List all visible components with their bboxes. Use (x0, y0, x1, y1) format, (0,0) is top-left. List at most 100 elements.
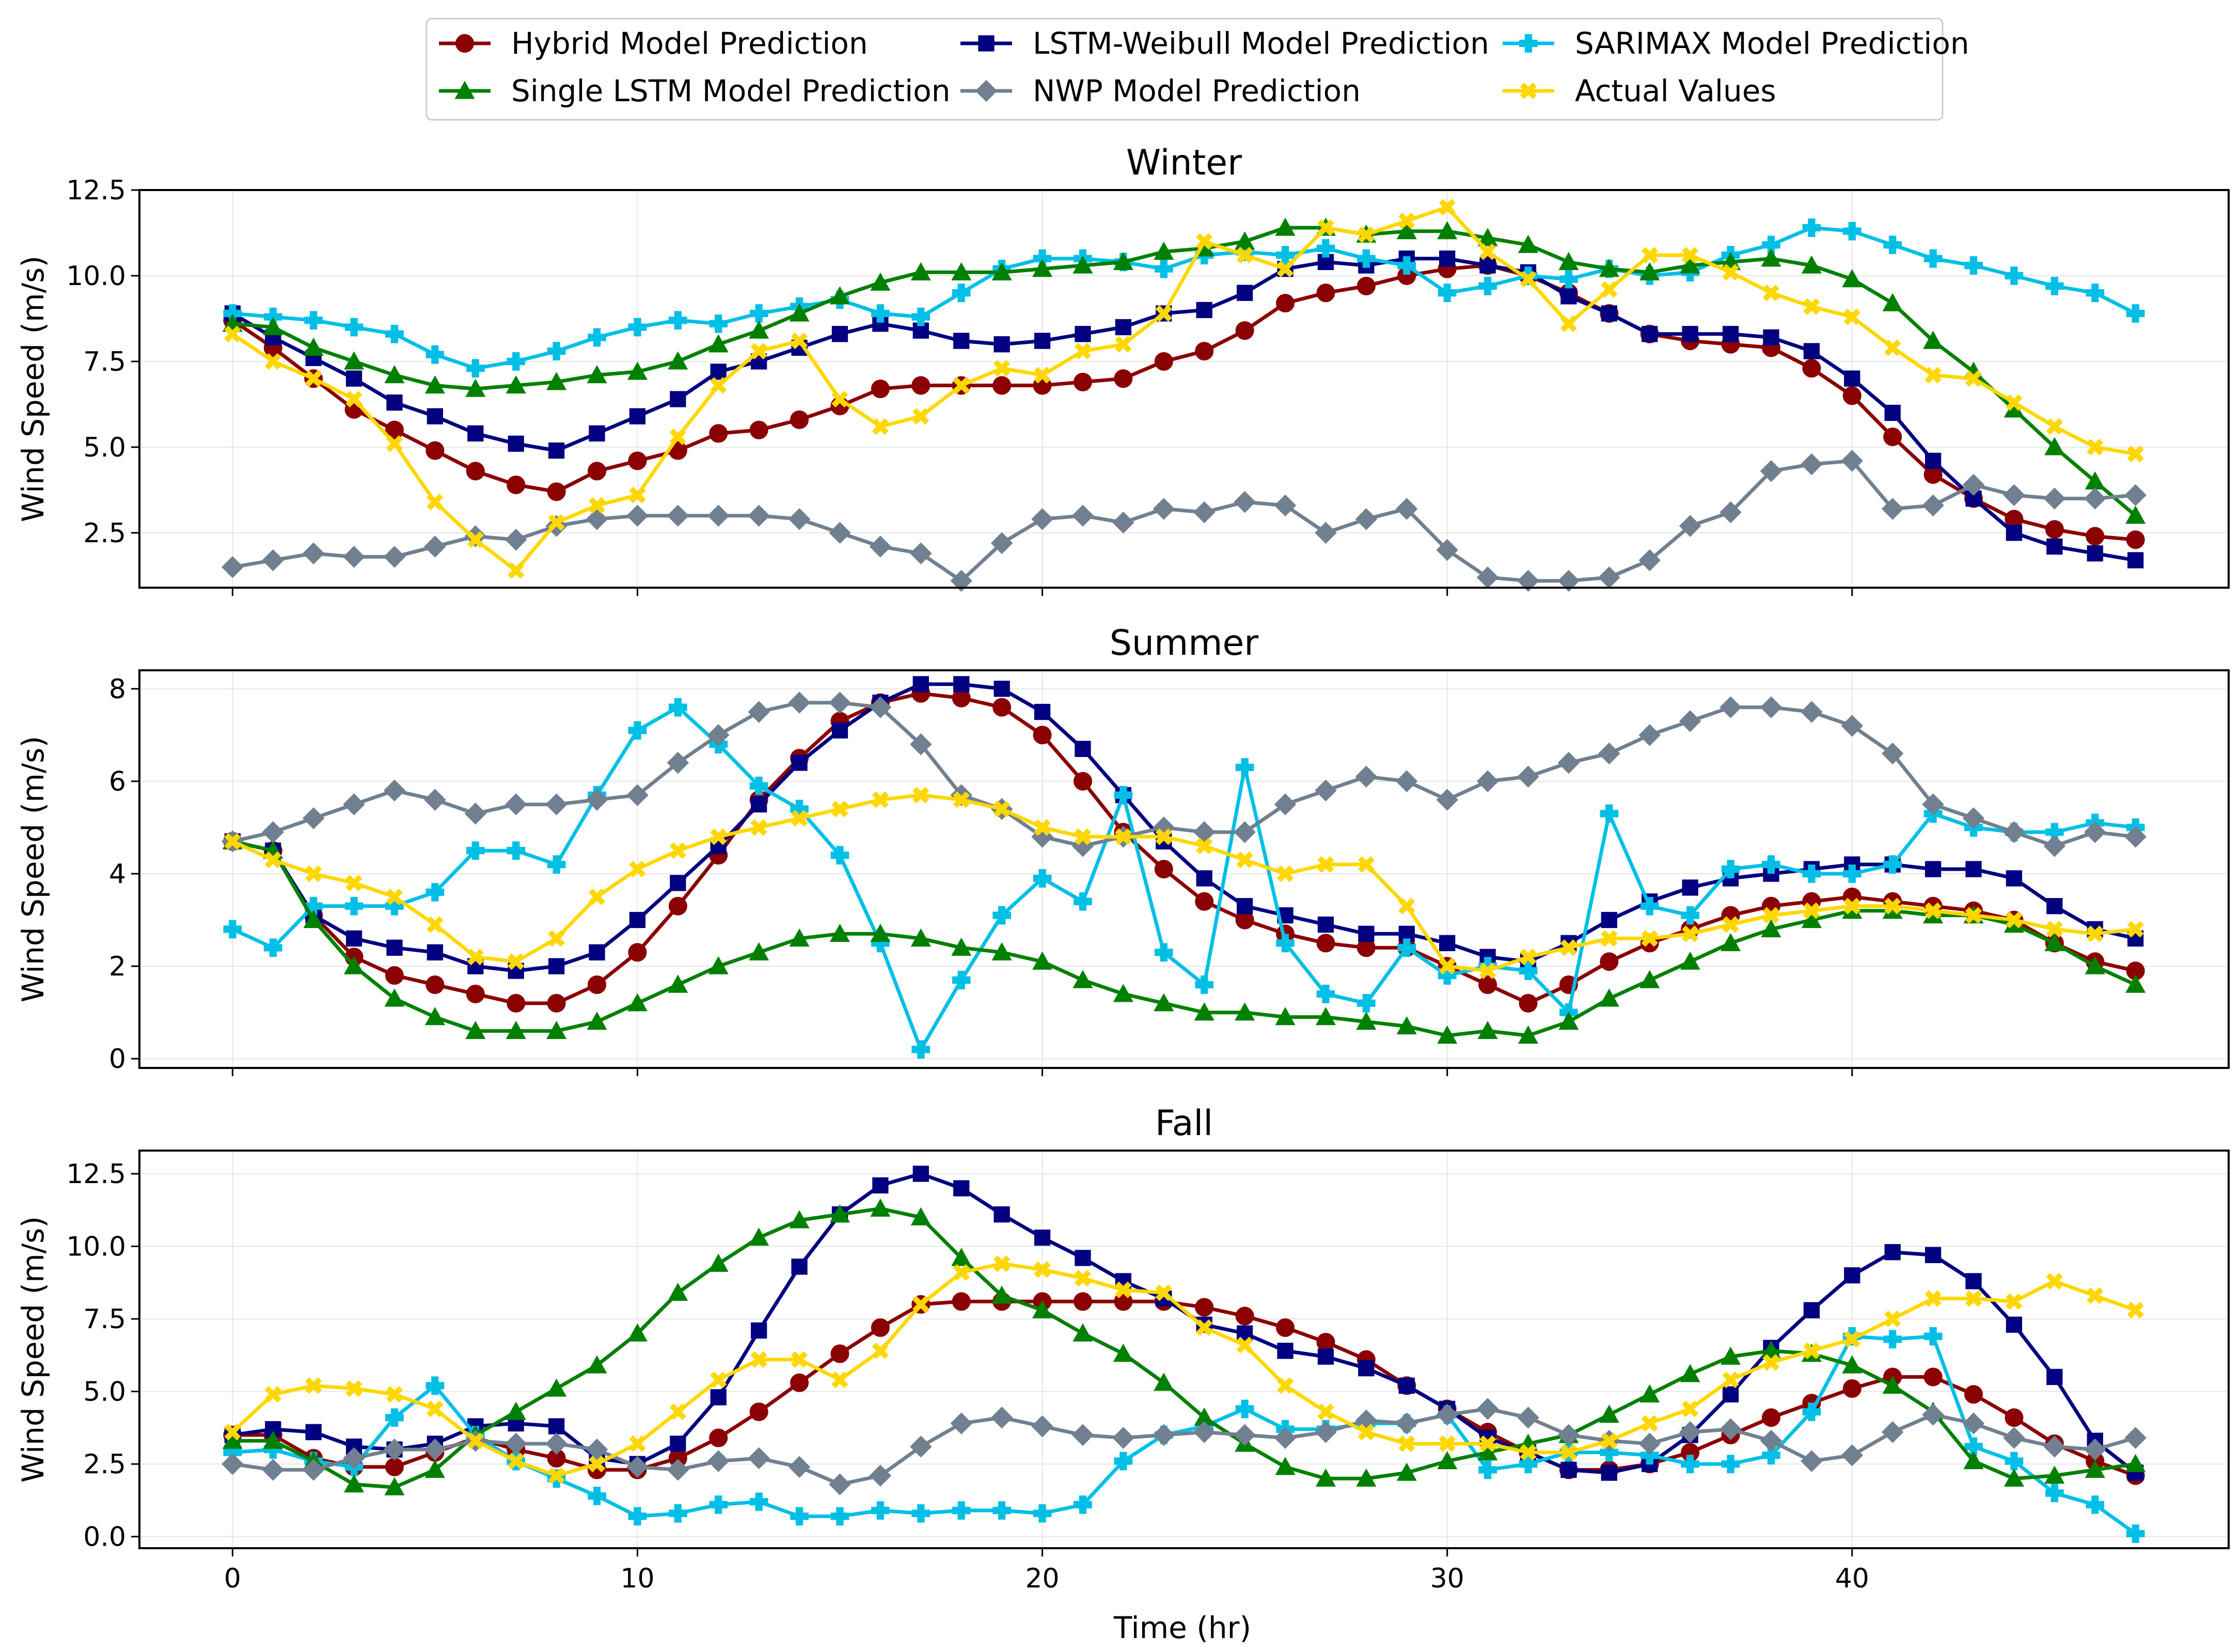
data-point (1601, 930, 1618, 947)
data-point (953, 1264, 970, 1281)
data-point (1479, 962, 1496, 980)
data-point (993, 681, 1010, 697)
data-point (1317, 1348, 1334, 1365)
data-point (587, 1011, 607, 1030)
data-point (547, 994, 566, 1013)
data-point (507, 475, 526, 494)
data-point (2084, 487, 2106, 510)
data-point (1276, 260, 1294, 277)
series-sarimax-model-prediction (223, 218, 2145, 378)
data-point (1924, 1290, 1942, 1307)
data-point (1722, 916, 1739, 933)
data-point (1034, 1261, 1051, 1278)
data-point (508, 562, 525, 579)
data-point (1396, 498, 1418, 520)
data-point (791, 1351, 808, 1368)
y-tick-label: 2.5 (83, 1449, 126, 1480)
legend-marker (455, 34, 474, 53)
data-point (1965, 861, 1982, 877)
data-point (1682, 879, 1698, 896)
data-point (710, 1371, 727, 1389)
data-point (872, 418, 889, 435)
series-line (231, 205, 2136, 573)
data-point (1115, 1281, 1132, 1298)
data-point (912, 407, 929, 425)
data-point (1315, 1468, 1336, 1487)
data-point (1031, 1415, 1053, 1438)
data-point (628, 451, 647, 470)
data-point (588, 1486, 606, 1505)
data-point (1195, 1298, 1214, 1317)
data-point (669, 1403, 687, 1420)
data-point (263, 1440, 282, 1459)
data-point (1762, 907, 1780, 924)
data-point (425, 441, 445, 460)
data-point (1316, 984, 1335, 1003)
data-point (548, 1418, 565, 1435)
data-point (667, 751, 689, 774)
y-tick-label: 10.0 (66, 261, 126, 292)
data-point (1479, 257, 1496, 274)
data-point (1276, 865, 1294, 883)
data-point (627, 993, 648, 1012)
data-point (910, 733, 932, 756)
data-point (345, 874, 362, 892)
data-point (1316, 239, 1335, 258)
data-point (1923, 331, 1944, 349)
data-point (263, 307, 282, 326)
data-point (1680, 1364, 1700, 1382)
data-point (1681, 1455, 1699, 1473)
data-point (708, 1253, 729, 1272)
data-point (790, 410, 809, 429)
data-point (1438, 284, 1457, 302)
data-point (1520, 1444, 1537, 1461)
data-point (628, 943, 647, 962)
data-point (1075, 1250, 1091, 1266)
legend-item-hybrid-model-prediction: Hybrid Model Prediction (439, 26, 868, 61)
data-point (1358, 1424, 1375, 1441)
data-point (304, 896, 323, 916)
data-point (2086, 1495, 2105, 1514)
data-point (264, 851, 281, 869)
data-point (1154, 860, 1173, 878)
data-point (588, 1455, 606, 1473)
data-point (1842, 222, 1862, 241)
data-point (749, 1402, 768, 1421)
data-point (1924, 452, 1942, 469)
data-point (466, 359, 485, 378)
data-point (1763, 329, 1779, 346)
data-point (224, 325, 241, 342)
data-point (1153, 498, 1175, 520)
data-point (2003, 484, 2025, 507)
data-point (1033, 1504, 1052, 1523)
data-point (385, 896, 404, 916)
data-point (424, 1438, 446, 1461)
data-point (1034, 1229, 1051, 1246)
data-point (427, 493, 444, 511)
data-point (1923, 249, 1943, 268)
data-point (1601, 1432, 1618, 1450)
data-point (1519, 994, 1538, 1013)
data-point (1802, 359, 1821, 378)
data-point (709, 314, 728, 333)
data-point (1479, 1435, 1496, 1452)
data-point (1844, 1267, 1860, 1284)
data-point (1154, 352, 1173, 371)
y-tick-label: 12.5 (66, 175, 126, 206)
data-point (1358, 856, 1375, 873)
data-point (466, 841, 485, 860)
data-point (464, 803, 487, 825)
data-point (547, 482, 566, 501)
data-point (1114, 785, 1133, 805)
data-point (1437, 1451, 1458, 1470)
data-point (1437, 221, 1458, 240)
data-point (669, 311, 687, 330)
data-point (1235, 231, 1255, 250)
data-point (2005, 1452, 2024, 1471)
data-point (910, 928, 931, 947)
data-point (910, 1436, 932, 1458)
legend-item-sarimax-model-prediction: SARIMAX Model Prediction (1503, 26, 1969, 61)
data-point (1801, 255, 1822, 274)
data-point (546, 372, 567, 390)
data-point (1760, 696, 1782, 718)
